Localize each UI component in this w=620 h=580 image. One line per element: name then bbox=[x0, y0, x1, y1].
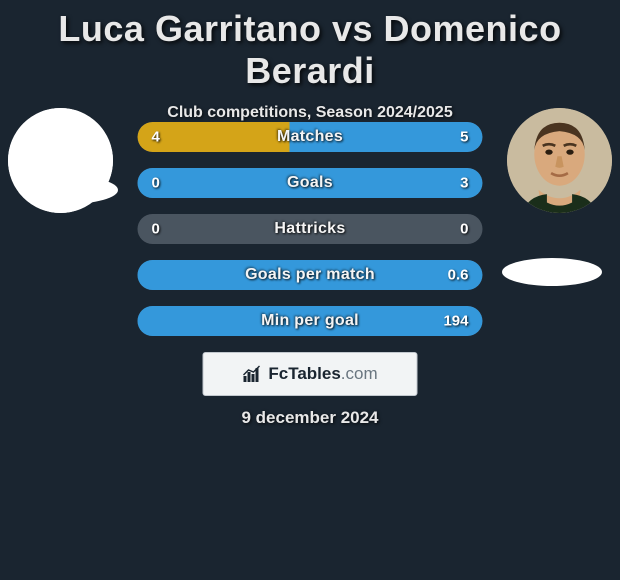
bar-row: 4Matches5 bbox=[138, 122, 483, 152]
logo-suffix: .com bbox=[341, 364, 378, 383]
bar-value-right: 194 bbox=[443, 313, 468, 330]
player-right-avatar bbox=[507, 108, 612, 213]
bar-row: 0Hattricks0 bbox=[138, 214, 483, 244]
player-left-flag bbox=[18, 176, 118, 204]
bar-chart-icon bbox=[242, 364, 262, 384]
bar-row: Min per goal194 bbox=[138, 306, 483, 336]
bar-value-right: 0 bbox=[460, 221, 468, 238]
bar-value-right: 3 bbox=[460, 175, 468, 192]
bar-value-right: 5 bbox=[460, 129, 468, 146]
bar-label: Goals per match bbox=[138, 266, 483, 284]
logo-brand: FcTables bbox=[268, 364, 340, 383]
player-photo-icon bbox=[507, 108, 612, 213]
source-logo: FcTables.com bbox=[203, 352, 418, 396]
bar-row: 0Goals3 bbox=[138, 168, 483, 198]
logo-text: FcTables.com bbox=[268, 364, 377, 384]
page-title: Luca Garritano vs Domenico Berardi bbox=[0, 0, 620, 92]
player-right-flag bbox=[502, 258, 602, 286]
bar-row: Goals per match0.6 bbox=[138, 260, 483, 290]
bar-value-right: 0.6 bbox=[448, 267, 469, 284]
snapshot-date: 9 december 2024 bbox=[0, 408, 620, 428]
comparison-bars: 4Matches50Goals30Hattricks0Goals per mat… bbox=[138, 122, 483, 352]
bar-label: Matches bbox=[138, 128, 483, 146]
bar-label: Goals bbox=[138, 174, 483, 192]
bar-label: Hattricks bbox=[138, 220, 483, 238]
bar-label: Min per goal bbox=[138, 312, 483, 330]
